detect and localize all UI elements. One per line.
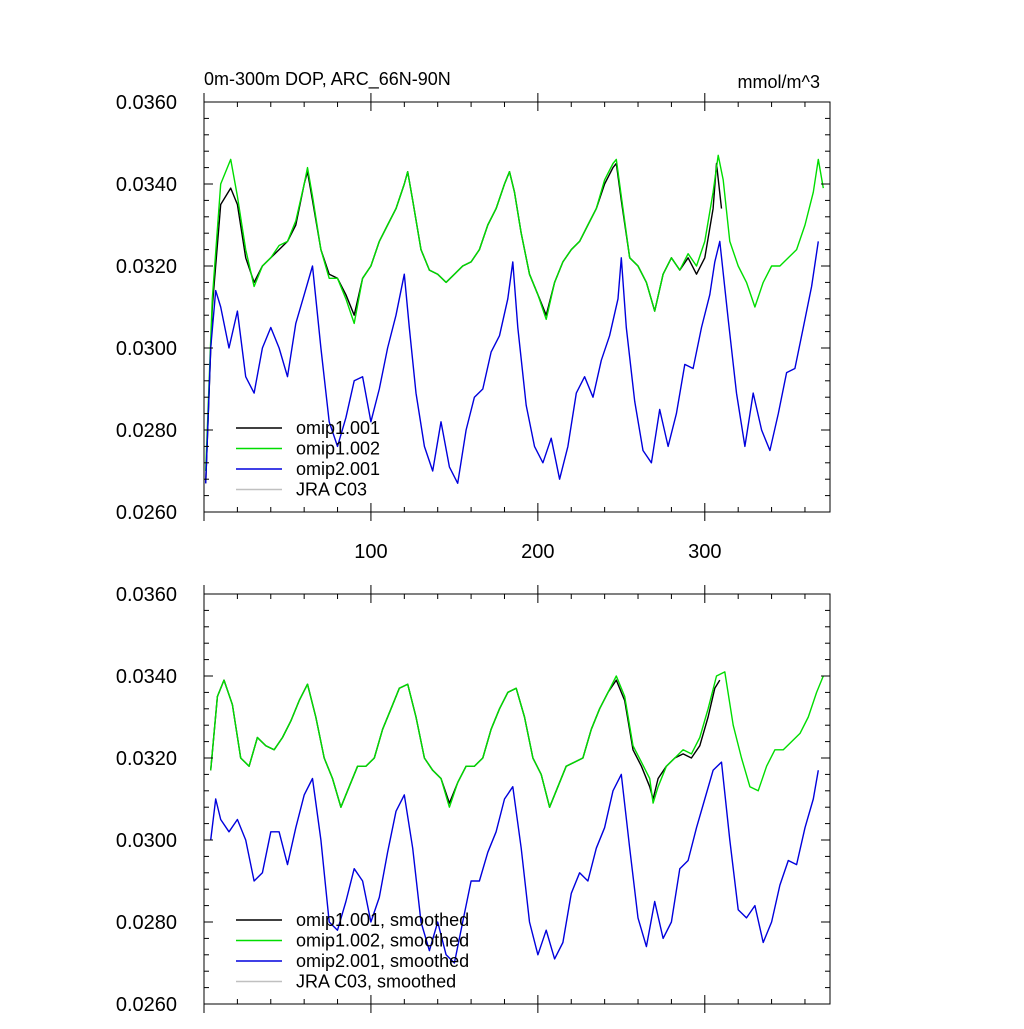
y-tick-label: 0.0300 — [116, 338, 177, 360]
legend-label: omip1.001 — [296, 418, 380, 438]
legend-label: JRA C03 — [296, 480, 367, 500]
legend-label: omip1.002, smoothed — [296, 931, 469, 951]
y-tick-label: 0.0280 — [116, 420, 177, 442]
y-tick-label: 0.0320 — [116, 748, 177, 770]
series-line-2 — [205, 154, 824, 472]
chart-title: 0m-300m DOP, ARC_66N-90N — [204, 69, 451, 90]
series-line-2 — [210, 671, 824, 808]
legend-label: omip1.002 — [296, 439, 380, 459]
y-tick-label: 0.0360 — [116, 92, 177, 114]
axis-ticks — [203, 585, 830, 1013]
y-tick-label: 0.0280 — [116, 912, 177, 934]
y-tick-label: 0.0320 — [116, 256, 177, 278]
y-tick-label: 0.0340 — [116, 666, 177, 688]
legend-label: omip2.001, smoothed — [296, 951, 469, 971]
series-line-3 — [210, 761, 819, 964]
series-line-3 — [205, 240, 819, 484]
y-tick-labels: 0.0260 0.0280 0.0300 0.0320 0.0340 0.0360 — [116, 584, 177, 1016]
x-tick-label: 300 — [688, 541, 721, 563]
y-tick-label: 0.0360 — [116, 584, 177, 606]
legend-label: omip1.001, smoothed — [296, 910, 469, 930]
series-group — [210, 671, 824, 964]
x-tick-labels: 100 200 300 — [354, 541, 721, 563]
legend-label: JRA C03, smoothed — [296, 972, 456, 992]
y-tick-label: 0.0300 — [116, 830, 177, 852]
chart-panel-1: 0.0260 0.0280 0.0300 0.0320 0.0340 0.0360 100 2… — [116, 69, 831, 563]
chart-panel-2: 0.0260 0.0280 0.0300 0.0320 0.0340 0.0360 omip… — [116, 584, 831, 1016]
y-tick-labels: 0.0260 0.0280 0.0300 0.0320 0.0340 0.0360 — [116, 92, 177, 524]
chart-units: mmol/m^3 — [738, 72, 820, 92]
plot-frame — [203, 593, 831, 1005]
plot-frame — [203, 101, 831, 513]
x-tick-label: 100 — [354, 541, 387, 563]
y-tick-label: 0.0260 — [116, 994, 177, 1016]
legend-label: omip2.001 — [296, 459, 380, 479]
axis-ticks — [203, 93, 830, 521]
y-tick-label: 0.0260 — [116, 502, 177, 524]
x-tick-label: 200 — [521, 541, 554, 563]
y-tick-label: 0.0340 — [116, 174, 177, 196]
series-group — [205, 154, 824, 484]
